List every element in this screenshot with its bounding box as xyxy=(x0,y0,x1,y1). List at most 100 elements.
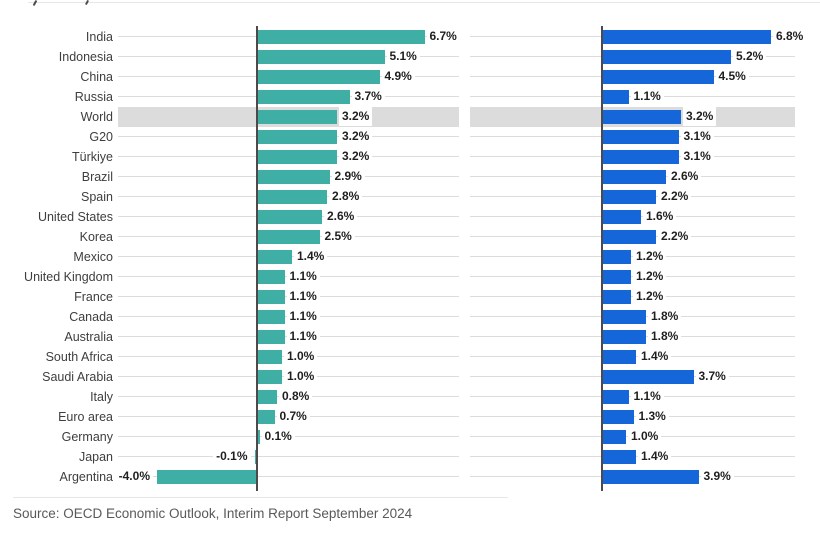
panel-gap xyxy=(459,427,470,447)
bar-right[interactable] xyxy=(601,50,731,64)
bar-right[interactable] xyxy=(601,150,679,164)
value-label-right: 1.1% xyxy=(630,387,664,406)
panel-right: 1.6% xyxy=(470,207,795,227)
bar-left[interactable] xyxy=(257,30,425,44)
panel-left: 3.2% xyxy=(118,107,459,127)
bar-left[interactable] xyxy=(257,310,285,324)
chart-row: Argentina -4.0% 3.9% xyxy=(0,467,820,487)
panel-right: 2.2% xyxy=(470,187,795,207)
bottom-divider xyxy=(13,497,508,498)
bar-left[interactable] xyxy=(257,250,292,264)
value-label-right: 3.1% xyxy=(680,147,714,166)
bar-right[interactable] xyxy=(601,390,629,404)
bar-left[interactable] xyxy=(257,50,385,64)
bar-left[interactable] xyxy=(257,70,380,84)
panel-gap xyxy=(459,167,470,187)
bar-left[interactable] xyxy=(257,270,285,284)
bar-left[interactable] xyxy=(257,210,322,224)
value-label-left: 1.1% xyxy=(286,307,320,326)
bar-left[interactable] xyxy=(257,110,337,124)
clipped-title-baseline xyxy=(28,2,820,3)
panel-right: 3.1% xyxy=(470,147,795,167)
bar-left[interactable] xyxy=(257,170,330,184)
bar-right[interactable] xyxy=(601,330,646,344)
panel-right: 3.7% xyxy=(470,367,795,387)
panel-right: 5.2% xyxy=(470,47,795,67)
value-label-left: 2.5% xyxy=(321,227,355,246)
panel-right: 1.4% xyxy=(470,447,795,467)
chart-row: Brazil 2.9% 2.6% xyxy=(0,167,820,187)
source-note: Source: OECD Economic Outlook, Interim R… xyxy=(13,506,413,521)
value-label-left: 2.6% xyxy=(324,207,358,226)
panel-left: 5.1% xyxy=(118,47,459,67)
panel-left: -4.0% xyxy=(115,467,459,487)
category-label: Türkiye xyxy=(72,150,113,164)
bar-left[interactable] xyxy=(257,390,277,404)
bar-left[interactable] xyxy=(257,150,337,164)
bar-right[interactable] xyxy=(601,230,656,244)
panel-right: 1.1% xyxy=(470,87,795,107)
bar-left[interactable] xyxy=(257,410,275,424)
category-label: Korea xyxy=(79,230,113,244)
value-label-right: 1.2% xyxy=(633,247,667,266)
panel-left: 2.8% xyxy=(118,187,459,207)
bar-left[interactable] xyxy=(257,350,282,364)
panel-gap xyxy=(459,367,470,387)
bar-right[interactable] xyxy=(601,250,631,264)
panel-gap xyxy=(459,107,470,127)
bar-right[interactable] xyxy=(601,90,629,104)
bar-right[interactable] xyxy=(601,130,679,144)
panel-gap xyxy=(459,467,470,487)
bar-right[interactable] xyxy=(601,290,631,304)
bar-right[interactable] xyxy=(601,350,636,364)
panel-left: 1.0% xyxy=(118,367,459,387)
value-label-left: 2.9% xyxy=(331,167,365,186)
bar-right[interactable] xyxy=(601,110,681,124)
bar-right[interactable] xyxy=(601,450,636,464)
panel-left: 2.9% xyxy=(118,167,459,187)
chart-row: Russia 3.7% 1.1% xyxy=(0,87,820,107)
panel-left: 1.1% xyxy=(118,307,459,327)
chart-row: Australia 1.1% 1.8% xyxy=(0,327,820,347)
bar-right[interactable] xyxy=(601,70,714,84)
category-label: Canada xyxy=(69,310,113,324)
bar-left[interactable] xyxy=(257,430,260,444)
bar-left[interactable] xyxy=(157,470,257,484)
bar-left[interactable] xyxy=(257,290,285,304)
bar-right[interactable] xyxy=(601,410,634,424)
bar-right[interactable] xyxy=(601,190,656,204)
panel-left: 1.0% xyxy=(118,347,459,367)
category-label: World xyxy=(80,110,113,124)
value-label-left: 4.9% xyxy=(381,67,415,86)
panel-gap xyxy=(459,387,470,407)
panel-gap xyxy=(459,347,470,367)
value-label-right: 1.2% xyxy=(633,267,667,286)
bar-left[interactable] xyxy=(257,130,337,144)
panel-gap xyxy=(459,267,470,287)
bar-right[interactable] xyxy=(601,430,626,444)
bar-left[interactable] xyxy=(257,190,327,204)
bar-right[interactable] xyxy=(601,170,666,184)
bar-right[interactable] xyxy=(601,30,771,44)
chart-row: China 4.9% 4.5% xyxy=(0,67,820,87)
panel-gap xyxy=(459,407,470,427)
bar-right[interactable] xyxy=(601,370,694,384)
bar-left[interactable] xyxy=(257,370,282,384)
bar-left[interactable] xyxy=(254,450,257,464)
value-label-left: 2.8% xyxy=(329,187,363,206)
category-label: Russia xyxy=(74,90,113,104)
panel-left: -0.1% xyxy=(118,447,459,467)
panel-left: 2.5% xyxy=(118,227,459,247)
bar-right[interactable] xyxy=(601,470,699,484)
bar-right[interactable] xyxy=(601,210,641,224)
category-label: Euro area xyxy=(58,410,113,424)
value-label-left: 1.1% xyxy=(286,287,320,306)
bar-right[interactable] xyxy=(601,270,631,284)
value-label-left: 1.1% xyxy=(286,327,320,346)
bar-left[interactable] xyxy=(257,330,285,344)
value-label-left: -4.0% xyxy=(115,467,153,486)
bar-right[interactable] xyxy=(601,310,646,324)
bar-left[interactable] xyxy=(257,230,320,244)
bar-left[interactable] xyxy=(257,90,350,104)
